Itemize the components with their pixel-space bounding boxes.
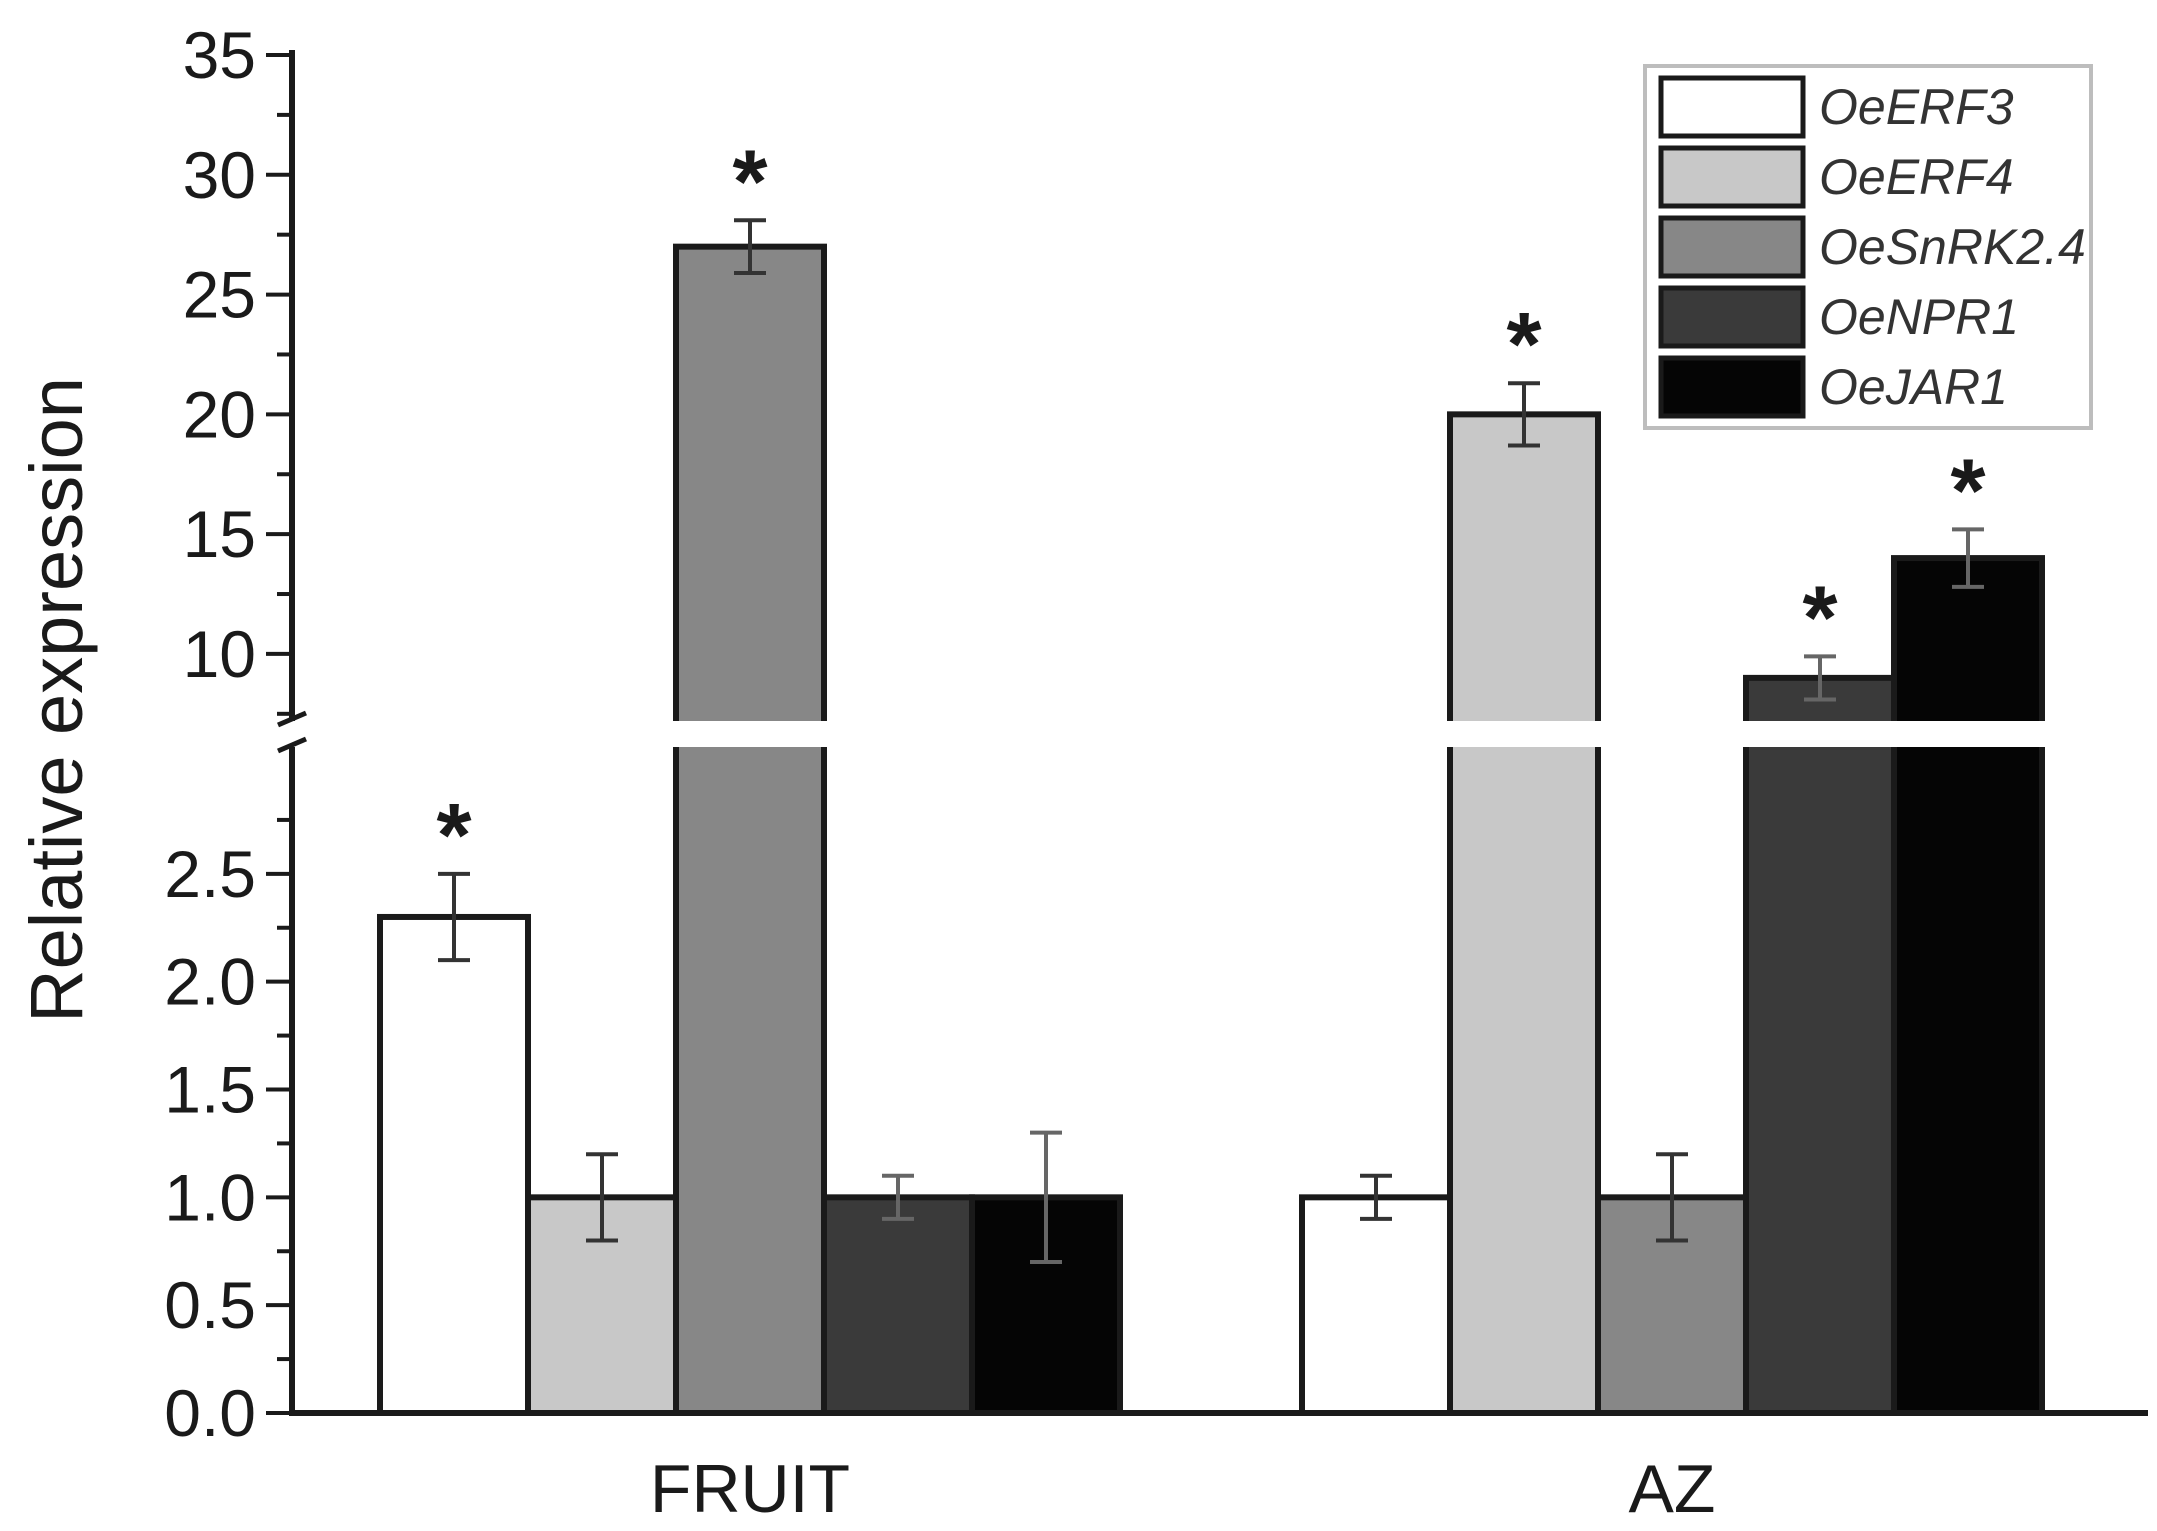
error-bar-fruit-oeerf4	[586, 1152, 618, 1243]
bar-fruit-oenpr1	[821, 1194, 975, 1417]
x-category-label: AZ	[1629, 1451, 1716, 1527]
significance-star: *	[1506, 295, 1541, 395]
legend-swatch	[1658, 145, 1806, 209]
axis-break-mark	[277, 710, 307, 728]
legend-swatch	[1658, 75, 1806, 139]
error-bars	[438, 218, 1984, 1265]
legend-entry: OeERF3	[1658, 75, 2014, 139]
error-bar-az-oeerf4	[1508, 381, 1540, 448]
legend-entry: OeSnRK2.4	[1658, 215, 2086, 279]
error-bar-az-oejar1	[1952, 527, 1984, 589]
y-tick-label: 0.5	[164, 1268, 256, 1342]
y-tick-label: 1.5	[164, 1053, 256, 1127]
y-tick-label: 20	[183, 377, 256, 451]
error-bar-fruit-oejar1	[1030, 1130, 1062, 1265]
legend-label: OeNPR1	[1819, 289, 2019, 345]
legend-label: OeERF4	[1819, 149, 2014, 205]
y-tick-label: 35	[183, 18, 256, 92]
y-tick-label: 15	[183, 497, 256, 571]
y-tick-label: 25	[183, 258, 256, 332]
legend-swatch	[1658, 215, 1806, 279]
axis-labels: Relative expression FRUIT AZ	[15, 377, 1715, 1527]
significance-star: *	[1802, 568, 1837, 668]
significance-star: *	[436, 786, 471, 886]
bar-fruit-oesnrk24	[673, 243, 827, 1417]
legend-label: OeSnRK2.4	[1819, 219, 2086, 275]
y-tick-label: 2.5	[164, 837, 256, 911]
error-bar-az-oeerf3	[1360, 1173, 1392, 1221]
axis-break-mark	[277, 736, 307, 754]
y-axis-label: Relative expression	[15, 377, 98, 1023]
x-category-label: FRUIT	[650, 1451, 850, 1527]
error-bar-fruit-oesnrk24	[734, 218, 766, 276]
significance-markers: * * * * *	[436, 132, 1985, 886]
bar-az-oeerf4	[1447, 411, 1601, 1416]
axis-break-gap	[295, 721, 2151, 747]
legend-label: OeERF3	[1819, 79, 2014, 135]
legend: OeERF3 OeERF4 OeSnRK2.4 OeNPR1 OeJAR1	[1643, 64, 2093, 430]
y-tick-label: 0.0	[164, 1376, 256, 1450]
legend-swatch	[1658, 355, 1806, 419]
y-tick-label: 30	[183, 138, 256, 212]
y-tick-label: 1.0	[164, 1160, 256, 1234]
axis-break	[277, 710, 2151, 754]
y-tick-label: 2.0	[164, 945, 256, 1019]
legend-entry: OeJAR1	[1658, 355, 2008, 419]
significance-star: *	[732, 132, 767, 232]
bars	[377, 243, 2045, 1417]
significance-star: *	[1950, 441, 1985, 541]
error-bar-fruit-oeerf3	[438, 871, 470, 963]
error-bar-fruit-oenpr1	[882, 1173, 914, 1221]
bar-fruit-oeerf3	[377, 913, 531, 1416]
legend-entry: OeNPR1	[1658, 285, 2019, 349]
bar-az-oeerf3	[1299, 1194, 1453, 1417]
bar-az-oejar1	[1891, 555, 2045, 1416]
legend-label: OeJAR1	[1819, 359, 2008, 415]
legend-entry: OeERF4	[1658, 145, 2014, 209]
error-bar-az-oenpr1	[1804, 654, 1836, 702]
y-tick-label: 10	[183, 617, 256, 691]
legend-swatch	[1658, 285, 1806, 349]
bar-az-oenpr1	[1743, 674, 1897, 1416]
error-bar-az-oesnrk24	[1656, 1152, 1688, 1243]
